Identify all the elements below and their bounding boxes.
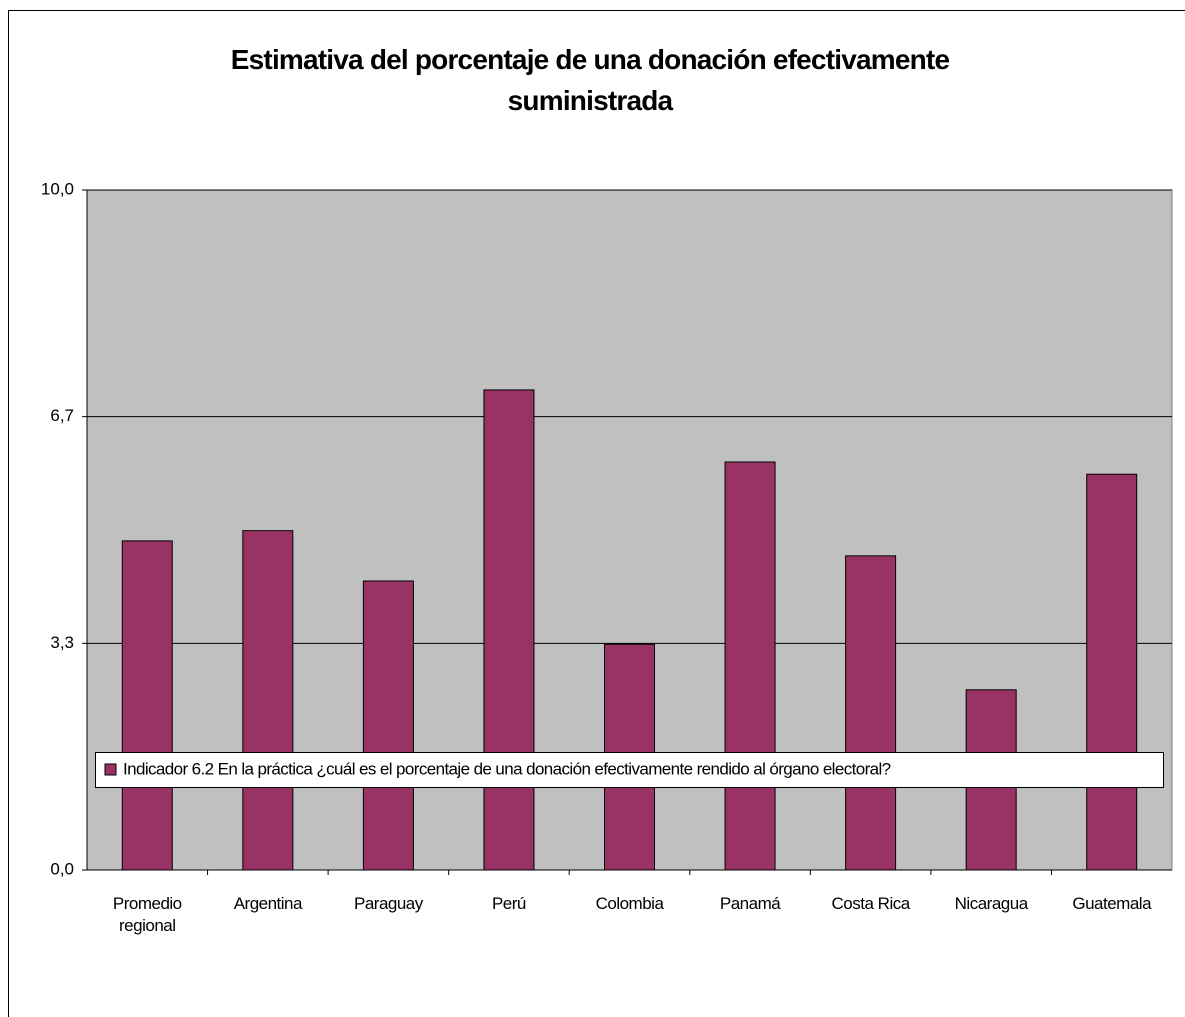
x-tick-label: Argentina [233,894,303,913]
bar [724,461,776,871]
bar [1086,473,1138,871]
bar [362,580,414,871]
bar [242,530,294,871]
x-tick-label: Colombia [595,894,664,913]
x-tick-label: Paraguay [353,894,423,913]
legend-swatch [104,763,117,776]
bar [483,389,535,871]
legend-label: Indicador 6.2 En la práctica ¿cuál es el… [123,759,891,778]
bar [121,540,173,871]
x-tick-label: Costa Rica [831,894,911,913]
y-tick-label: 10,0 [41,179,74,198]
y-tick-label: 3,3 [50,633,74,652]
chart-title: Estimativa del porcentaje de una donació… [231,44,950,116]
bar [845,555,897,871]
x-tick-label: Panamá [719,894,781,913]
x-tick-label: Nicaragua [954,894,1029,913]
x-tick-label: Guatemala [1072,894,1152,913]
x-tick-label: Promedio regional [112,894,182,935]
legend-box [95,752,1164,788]
y-tick-label: 0,0 [50,859,74,878]
y-tick-label: 6,7 [50,406,74,425]
x-tick-label: Perú [491,894,526,913]
